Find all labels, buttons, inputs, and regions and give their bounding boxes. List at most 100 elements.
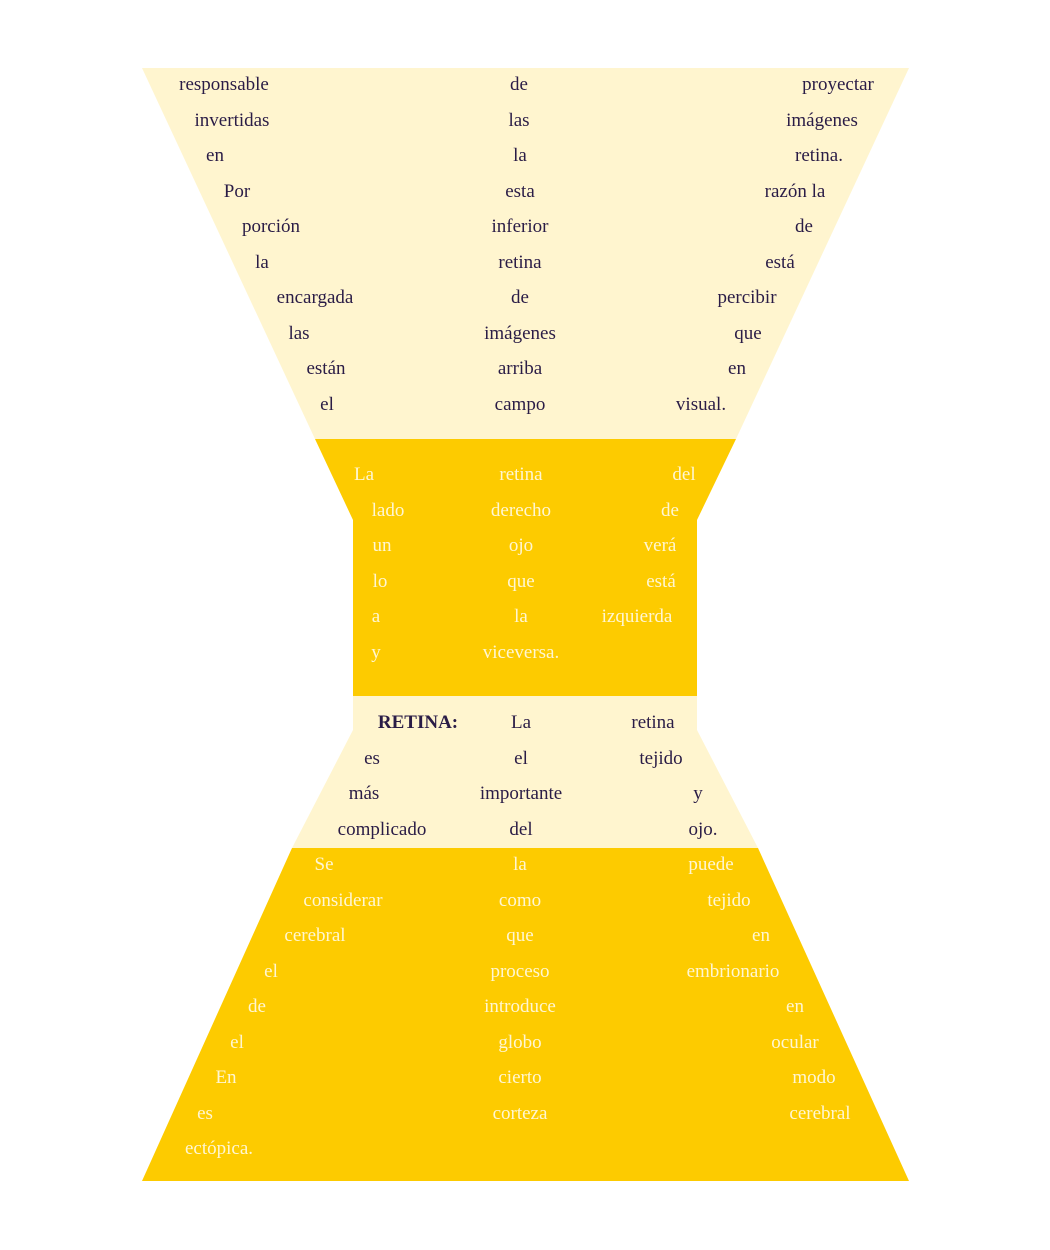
middle-word: que bbox=[507, 570, 535, 592]
bottom-base-section bbox=[142, 848, 909, 1181]
middle-word: la bbox=[513, 854, 527, 875]
right-word: retina. bbox=[794, 145, 844, 166]
top-section-line: están arriba en bbox=[0, 354, 1050, 384]
right-word: está bbox=[765, 251, 795, 273]
middle-word: La bbox=[510, 712, 532, 733]
left-word: responsable bbox=[179, 74, 269, 95]
middle-word: derecho bbox=[490, 499, 552, 521]
bottom-section-line: cerebral que en bbox=[0, 921, 1050, 951]
left-word: las bbox=[288, 322, 310, 344]
bottom-section-line: considerar como tejido bbox=[0, 886, 1050, 916]
right-word: razón la bbox=[764, 180, 826, 202]
left-word: complicado bbox=[337, 818, 427, 840]
middle-word: ojo bbox=[508, 535, 534, 556]
left-word: el bbox=[264, 960, 278, 982]
right-word: percibir bbox=[717, 287, 777, 308]
left-word: encargada bbox=[276, 287, 354, 308]
middle-word: del bbox=[509, 818, 533, 840]
middle-word: proceso bbox=[490, 960, 550, 982]
left-word: a bbox=[371, 606, 381, 627]
top-section-line: el campo visual. bbox=[0, 390, 1050, 420]
middle-word: corteza bbox=[492, 1102, 548, 1124]
right-word: que bbox=[734, 322, 762, 344]
retina-section-line: complicado del ojo. bbox=[0, 815, 1050, 845]
middle-word: inferior bbox=[491, 216, 549, 237]
right-word: del bbox=[672, 464, 696, 485]
left-word: invertidas bbox=[194, 109, 270, 131]
left-word: lado bbox=[371, 499, 405, 521]
top-section-line: Por esta razón la bbox=[0, 177, 1050, 207]
left-word: es bbox=[197, 1102, 213, 1124]
middle-word: imágenes bbox=[484, 322, 556, 344]
top-section-line: porción inferior de bbox=[0, 212, 1050, 242]
left-word: En bbox=[215, 1067, 237, 1088]
top-section-line: responsable de proyectar bbox=[0, 70, 1050, 100]
right-word: puede bbox=[688, 854, 734, 875]
right-word: imágenes bbox=[786, 109, 858, 131]
bottom-section-line: es corteza cerebral bbox=[0, 1099, 1050, 1129]
bottom-section-line: Se la puede bbox=[0, 850, 1050, 880]
bottom-section-line: En cierto modo bbox=[0, 1063, 1050, 1093]
left-word: cerebral bbox=[284, 925, 346, 946]
bottom-section-line: ectópica. bbox=[0, 1134, 1050, 1164]
middle-word: cierto bbox=[498, 1067, 542, 1088]
left-word: Se bbox=[314, 854, 334, 875]
middle-word: esta bbox=[505, 180, 535, 202]
right-word: ojo. bbox=[688, 818, 718, 840]
middle-word: arriba bbox=[497, 358, 543, 379]
left-word: más bbox=[348, 783, 380, 804]
right-word: izquierda bbox=[601, 606, 673, 627]
right-word: de bbox=[661, 499, 679, 521]
left-word: La bbox=[353, 464, 375, 485]
right-word: de bbox=[795, 216, 813, 237]
left-word: RETINA: bbox=[377, 712, 459, 733]
middle-word: como bbox=[498, 889, 542, 911]
right-word: y bbox=[693, 783, 703, 804]
bottom-section-line: el proceso embrionario bbox=[0, 957, 1050, 987]
middle-word: importante bbox=[479, 783, 563, 804]
middle-body-section bbox=[315, 439, 736, 696]
right-word: cerebral bbox=[789, 1102, 851, 1124]
right-word: retina bbox=[631, 712, 675, 733]
left-word: están bbox=[306, 358, 346, 379]
bottom-section-line: de introduce en bbox=[0, 992, 1050, 1022]
retina-section-line: más importante y bbox=[0, 779, 1050, 809]
top-section-line: encargada de percibir bbox=[0, 283, 1050, 313]
middle-word: introduce bbox=[484, 996, 556, 1017]
retina-section-line: RETINA: La retina bbox=[0, 708, 1050, 738]
left-word: el bbox=[230, 1031, 244, 1053]
right-word: verá bbox=[643, 535, 677, 556]
middle-word: las bbox=[508, 109, 530, 131]
right-word: está bbox=[646, 570, 676, 592]
middle-section-line: lado derecho de bbox=[0, 496, 1050, 526]
left-word: lo bbox=[372, 570, 388, 592]
middle-section-line: lo que está bbox=[0, 567, 1050, 597]
right-word: visual. bbox=[675, 393, 727, 415]
left-word: la bbox=[255, 251, 269, 273]
top-funnel-section bbox=[142, 68, 909, 439]
right-word: ocular bbox=[771, 1031, 819, 1053]
middle-section-line: y viceversa. bbox=[0, 638, 1050, 668]
top-section-line: las imágenes que bbox=[0, 319, 1050, 349]
middle-word: el bbox=[514, 747, 528, 769]
right-word: en bbox=[728, 358, 746, 379]
middle-word: campo bbox=[494, 393, 546, 415]
middle-word: retina bbox=[498, 251, 542, 273]
middle-word: globo bbox=[498, 1031, 542, 1053]
retina-section-line: es el tejido bbox=[0, 744, 1050, 774]
left-word: y bbox=[371, 641, 381, 663]
middle-word: viceversa. bbox=[482, 641, 560, 663]
middle-section-line: La retina del bbox=[0, 460, 1050, 490]
left-word: es bbox=[364, 747, 380, 769]
right-word: tejido bbox=[639, 747, 683, 769]
top-section-line: la retina está bbox=[0, 248, 1050, 278]
middle-word: de bbox=[510, 74, 528, 95]
right-word: tejido bbox=[707, 889, 751, 911]
middle-word: la bbox=[514, 606, 528, 627]
right-word: modo bbox=[792, 1067, 836, 1088]
middle-section-line: a la izquierda bbox=[0, 602, 1050, 632]
middle-word: de bbox=[511, 287, 529, 308]
left-word: ectópica. bbox=[184, 1138, 254, 1159]
left-word: un bbox=[372, 535, 392, 556]
